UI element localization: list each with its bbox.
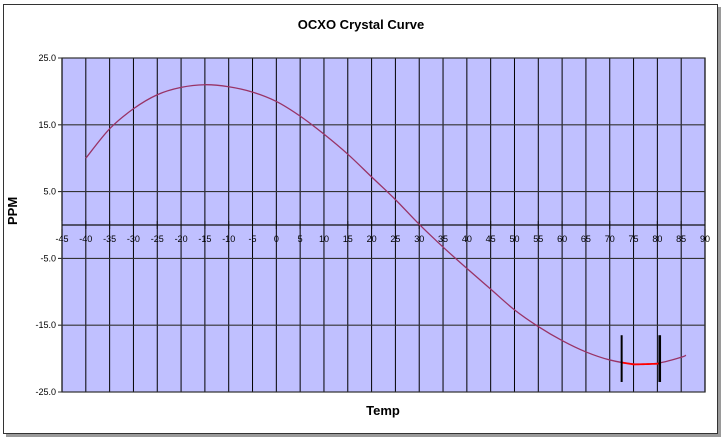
svg-text:-35: -35: [103, 234, 116, 244]
svg-text:25: 25: [390, 234, 400, 244]
svg-text:75: 75: [629, 234, 639, 244]
x-tick-labels: -45 -40 -35 -30 -25 -20 -15 -10 -5 0 5 10 15 20 25 30 35…: [55, 234, 710, 244]
range-markers: [620, 335, 662, 382]
y-tick-labels: 25.0 15.0 5.0 -5.0 -15.0 -25.0: [35, 53, 56, 397]
svg-text:-15: -15: [198, 234, 211, 244]
svg-text:5: 5: [298, 234, 303, 244]
highlight-segment: [621, 361, 660, 366]
svg-text:-25: -25: [151, 234, 164, 244]
svg-text:-10: -10: [222, 234, 235, 244]
svg-text:15: 15: [343, 234, 353, 244]
svg-text:70: 70: [605, 234, 615, 244]
svg-text:15.0: 15.0: [38, 120, 56, 130]
svg-text:10: 10: [319, 234, 329, 244]
svg-text:65: 65: [581, 234, 591, 244]
svg-text:90: 90: [700, 234, 710, 244]
svg-text:-15.0: -15.0: [35, 320, 56, 330]
svg-text:0: 0: [274, 234, 279, 244]
svg-text:30: 30: [414, 234, 424, 244]
chart-title: OCXO Crystal Curve: [297, 17, 425, 32]
svg-text:45: 45: [486, 234, 496, 244]
svg-text:-45: -45: [55, 234, 68, 244]
svg-text:-20: -20: [175, 234, 188, 244]
svg-text:55: 55: [533, 234, 543, 244]
x-axis-label: Temp: [366, 403, 400, 418]
svg-text:-25.0: -25.0: [35, 387, 56, 397]
svg-text:5.0: 5.0: [43, 187, 56, 197]
svg-text:80: 80: [652, 234, 662, 244]
svg-text:85: 85: [676, 234, 686, 244]
svg-text:-5: -5: [249, 234, 257, 244]
svg-text:50: 50: [509, 234, 519, 244]
svg-text:20: 20: [367, 234, 377, 244]
svg-text:25.0: 25.0: [38, 53, 56, 63]
svg-text:-40: -40: [79, 234, 92, 244]
crystal-curve-line: [85, 84, 687, 365]
horizontal-gridlines: [58, 57, 706, 393]
svg-text:-5.0: -5.0: [40, 253, 56, 263]
svg-text:35: 35: [438, 234, 448, 244]
svg-text:60: 60: [557, 234, 567, 244]
svg-text:-30: -30: [127, 234, 140, 244]
svg-text:40: 40: [462, 234, 472, 244]
